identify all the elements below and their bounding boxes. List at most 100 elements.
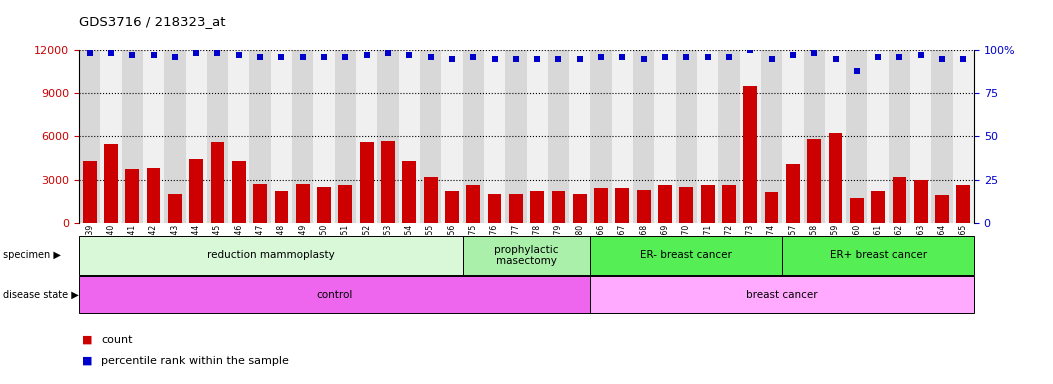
Text: ER- breast cancer: ER- breast cancer: [640, 250, 732, 260]
Bar: [356, 50, 377, 223]
Bar: [121, 50, 143, 223]
Bar: [402, 161, 416, 223]
Text: GDS3716 / 218323_at: GDS3716 / 218323_at: [79, 15, 225, 28]
Bar: [935, 195, 949, 223]
Point: [827, 56, 843, 62]
Point: [934, 56, 951, 62]
Bar: [441, 50, 462, 223]
Bar: [548, 50, 569, 223]
Bar: [484, 50, 505, 223]
Bar: [594, 188, 608, 223]
Point: [849, 68, 866, 74]
Point: [657, 54, 674, 60]
Bar: [637, 190, 651, 223]
Bar: [275, 191, 289, 223]
Point: [572, 56, 589, 62]
Bar: [466, 185, 480, 223]
Bar: [615, 188, 630, 223]
Bar: [211, 142, 224, 223]
Text: reduction mammoplasty: reduction mammoplasty: [206, 250, 335, 260]
Bar: [893, 177, 907, 223]
Point: [742, 47, 759, 53]
Point: [81, 50, 98, 56]
Point: [145, 52, 162, 58]
Bar: [722, 185, 736, 223]
Point: [784, 52, 801, 58]
Point: [166, 54, 183, 60]
Point: [508, 56, 524, 62]
Bar: [612, 50, 633, 223]
Point: [337, 54, 354, 60]
Point: [699, 54, 716, 60]
Text: ■: ■: [82, 356, 93, 366]
Bar: [910, 50, 932, 223]
Bar: [850, 198, 863, 223]
Text: ER+ breast cancer: ER+ breast cancer: [830, 250, 927, 260]
Point: [187, 50, 204, 56]
Bar: [676, 50, 697, 223]
Bar: [700, 185, 715, 223]
Bar: [146, 168, 160, 223]
Bar: [871, 191, 886, 223]
Bar: [761, 50, 782, 223]
Bar: [190, 159, 203, 223]
Point: [891, 54, 908, 60]
Text: count: count: [101, 335, 133, 345]
Bar: [526, 50, 548, 223]
Point: [486, 56, 503, 62]
Bar: [250, 50, 271, 223]
Bar: [229, 50, 250, 223]
Bar: [381, 141, 395, 223]
Bar: [420, 50, 441, 223]
Point: [464, 54, 481, 60]
Bar: [569, 50, 591, 223]
Bar: [743, 86, 757, 223]
Bar: [573, 194, 587, 223]
Bar: [868, 50, 889, 223]
Bar: [314, 50, 335, 223]
Bar: [847, 50, 868, 223]
Bar: [253, 184, 267, 223]
Text: control: control: [317, 290, 353, 300]
Bar: [167, 194, 182, 223]
Bar: [932, 50, 953, 223]
Point: [955, 56, 972, 62]
Bar: [292, 50, 314, 223]
Bar: [808, 139, 821, 223]
Point: [252, 54, 269, 60]
Bar: [232, 161, 245, 223]
Bar: [271, 50, 292, 223]
Point: [635, 56, 652, 62]
Bar: [718, 50, 739, 223]
Point: [550, 56, 567, 62]
Text: ■: ■: [82, 335, 93, 345]
Bar: [164, 50, 185, 223]
Bar: [79, 50, 100, 223]
Bar: [739, 50, 761, 223]
Bar: [83, 161, 97, 223]
Bar: [445, 191, 459, 223]
Bar: [697, 50, 718, 223]
Point: [102, 50, 119, 56]
Bar: [100, 50, 121, 223]
Bar: [829, 134, 842, 223]
Bar: [591, 50, 612, 223]
Bar: [914, 180, 928, 223]
Bar: [206, 50, 229, 223]
Bar: [488, 194, 501, 223]
Text: percentile rank within the sample: percentile rank within the sample: [101, 356, 289, 366]
Point: [422, 54, 439, 60]
Point: [316, 54, 333, 60]
Bar: [782, 50, 803, 223]
Bar: [143, 50, 164, 223]
Text: specimen ▶: specimen ▶: [3, 250, 61, 260]
Point: [678, 54, 695, 60]
Bar: [104, 144, 118, 223]
Point: [870, 54, 887, 60]
Bar: [185, 50, 206, 223]
Bar: [824, 50, 847, 223]
Point: [295, 54, 312, 60]
Point: [358, 52, 375, 58]
Point: [763, 56, 780, 62]
Point: [210, 50, 226, 56]
